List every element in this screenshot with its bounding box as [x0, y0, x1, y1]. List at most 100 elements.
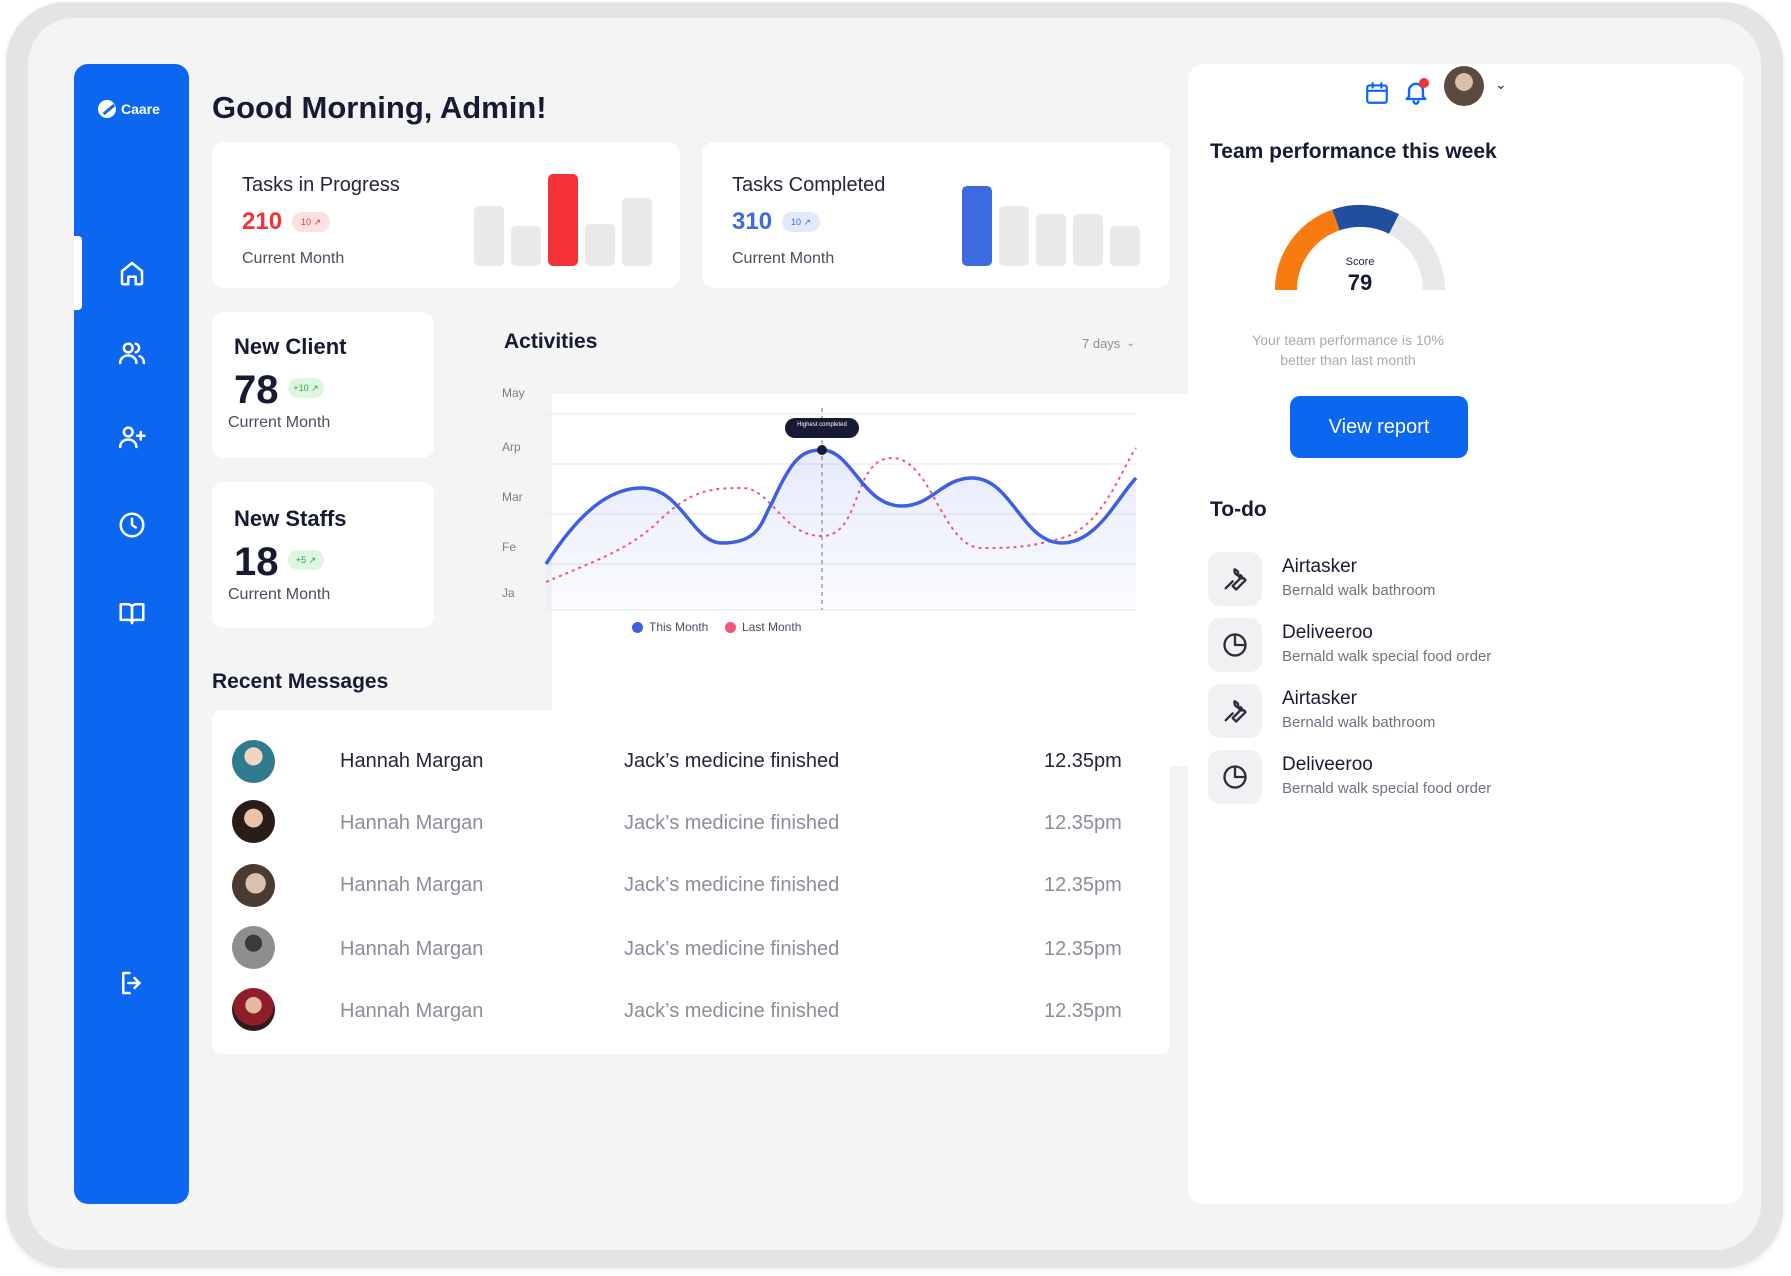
- message-sender: Hannah Margan: [340, 812, 484, 834]
- message-row[interactable]: Hannah Margan Jack’s medicine finished 1…: [212, 794, 1172, 854]
- book-icon: [119, 603, 144, 625]
- trend-badge: 10 ↗: [292, 212, 330, 232]
- activities-line-chart: [544, 408, 1138, 611]
- card-title: Tasks in Progress: [242, 174, 400, 196]
- new-staffs-card[interactable]: New Staffs 18 +5 ↗ Current Month: [212, 482, 434, 628]
- sidebar-item-guides[interactable]: [74, 588, 189, 638]
- y-label: Mar: [502, 490, 523, 504]
- card-subtitle: Current Month: [228, 414, 331, 431]
- todo-item-subtitle: Bernald walk special food order: [1282, 648, 1492, 665]
- legend-dot: [725, 621, 736, 633]
- message-row[interactable]: Hannah Margan Jack’s medicine finished 1…: [212, 920, 1172, 980]
- pie-chart-icon: [1223, 765, 1247, 789]
- y-label: Ja: [502, 586, 515, 600]
- user-plus-icon: [118, 426, 146, 449]
- todo-icon-box: [1208, 684, 1262, 738]
- message-time: 12.35pm: [1044, 874, 1122, 896]
- legend-item-this-month: This Month: [632, 620, 708, 634]
- tasks-in-progress-card[interactable]: Tasks in Progress 210 10 ↗ Current Month: [212, 142, 680, 288]
- range-select[interactable]: 7 days ⌄: [1082, 336, 1135, 351]
- performance-note: Your team performance is 10% better than…: [1228, 330, 1468, 370]
- message-time: 12.35pm: [1044, 750, 1122, 772]
- sidebar-item-history[interactable]: [74, 500, 189, 550]
- recent-messages-title: Recent Messages: [212, 670, 389, 693]
- message-time: 12.35pm: [1044, 938, 1122, 960]
- message-row[interactable]: Hannah Margan Jack’s medicine finished 1…: [212, 732, 1172, 792]
- y-label: Fe: [502, 540, 517, 554]
- logout-button[interactable]: [74, 958, 189, 1008]
- mini-bar: [585, 224, 615, 266]
- legend-dot: [632, 621, 643, 633]
- new-client-card[interactable]: New Client 78 +10 ↗ Current Month: [212, 312, 434, 458]
- todo-item[interactable]: Airtasker Bernald walk bathroom: [1208, 684, 1588, 740]
- tasks-completed-card[interactable]: Tasks Completed 310 10 ↗ Current Month: [702, 142, 1170, 288]
- performance-title: Team performance this week: [1210, 140, 1497, 163]
- view-report-button[interactable]: View report: [1290, 396, 1468, 458]
- new-client-value: 78: [234, 368, 279, 412]
- message-time: 12.35pm: [1044, 812, 1122, 834]
- message-text: Jack’s medicine finished: [624, 750, 840, 772]
- todo-item-title: Deliveeroo: [1282, 754, 1373, 775]
- mini-bar-chart: [474, 174, 654, 266]
- sidebar-item-add-staff[interactable]: [74, 412, 189, 462]
- avatar: [232, 800, 275, 843]
- avatar: [232, 926, 275, 969]
- chart-tooltip-label: Highest completed: [797, 422, 847, 428]
- message-row[interactable]: Hannah Margan Jack’s medicine finished 1…: [212, 856, 1172, 916]
- clock-icon: [119, 512, 144, 538]
- tasks-in-progress-value: 210: [242, 208, 283, 235]
- logo-icon: [98, 100, 116, 118]
- avatar: [232, 740, 275, 783]
- users-icon: [118, 342, 145, 365]
- todo-icon-box: [1208, 552, 1262, 606]
- score-label: Score: [1345, 256, 1375, 268]
- performance-note-line: Your team performance is 10%: [1252, 332, 1444, 348]
- chevron-down-icon[interactable]: ⌄: [1495, 76, 1507, 92]
- wrench-icon: [1224, 700, 1247, 723]
- legend-item-last-month: Last Month: [725, 620, 801, 634]
- user-avatar[interactable]: [1444, 66, 1484, 106]
- notification-dot: [1419, 78, 1429, 88]
- card-title: Tasks Completed: [732, 174, 886, 196]
- mini-bar: [474, 206, 504, 266]
- todo-item[interactable]: Deliveeroo Bernald walk special food ord…: [1208, 618, 1588, 674]
- this-month-area: [546, 450, 1136, 610]
- logo[interactable]: Caare: [98, 100, 160, 118]
- right-panel: [1188, 64, 1743, 1204]
- todo-item[interactable]: Airtasker Bernald walk bathroom: [1208, 552, 1588, 608]
- mini-bar-highlight: [962, 186, 992, 266]
- message-text: Jack’s medicine finished: [624, 1000, 840, 1022]
- mini-bar: [622, 198, 652, 266]
- sidebar-item-home[interactable]: [74, 236, 189, 310]
- legend-label: This Month: [649, 620, 709, 634]
- sidebar-item-clients[interactable]: [74, 328, 189, 378]
- todo-item[interactable]: Deliveeroo Bernald walk special food ord…: [1208, 750, 1588, 806]
- message-text: Jack’s medicine finished: [624, 874, 840, 896]
- highlight-point[interactable]: [817, 445, 827, 455]
- todo-item-title: Airtasker: [1282, 688, 1357, 709]
- mini-bar: [1036, 214, 1066, 266]
- score-value: 79: [1347, 270, 1373, 295]
- card-subtitle: Current Month: [228, 586, 331, 603]
- message-text: Jack’s medicine finished: [624, 938, 840, 960]
- mini-bar-highlight: [548, 174, 578, 266]
- todo-title: To-do: [1210, 498, 1267, 521]
- todo-item-title: Airtasker: [1282, 556, 1357, 577]
- y-label: Arp: [502, 440, 521, 454]
- app-root: Caare Good Morning, Admin! Tasks in Prog…: [28, 18, 1761, 1250]
- notifications-button[interactable]: [1402, 78, 1430, 106]
- todo-item-title: Deliveeroo: [1282, 622, 1373, 643]
- gauge-fill-secondary: [1332, 204, 1400, 234]
- avatar: [232, 988, 275, 1031]
- message-sender: Hannah Margan: [340, 1000, 484, 1022]
- message-row[interactable]: Hannah Margan Jack’s medicine finished 1…: [212, 982, 1172, 1042]
- todo-icon-box: [1208, 618, 1262, 672]
- tasks-completed-value: 310: [732, 208, 773, 235]
- new-staffs-value: 18: [234, 540, 279, 584]
- message-sender: Hannah Margan: [340, 750, 484, 772]
- card-title: New Staffs: [234, 506, 347, 531]
- chart-tooltip: [785, 418, 859, 438]
- calendar-button[interactable]: [1364, 80, 1390, 106]
- message-time: 12.35pm: [1044, 1000, 1122, 1022]
- page-title: Good Morning, Admin!: [212, 90, 547, 125]
